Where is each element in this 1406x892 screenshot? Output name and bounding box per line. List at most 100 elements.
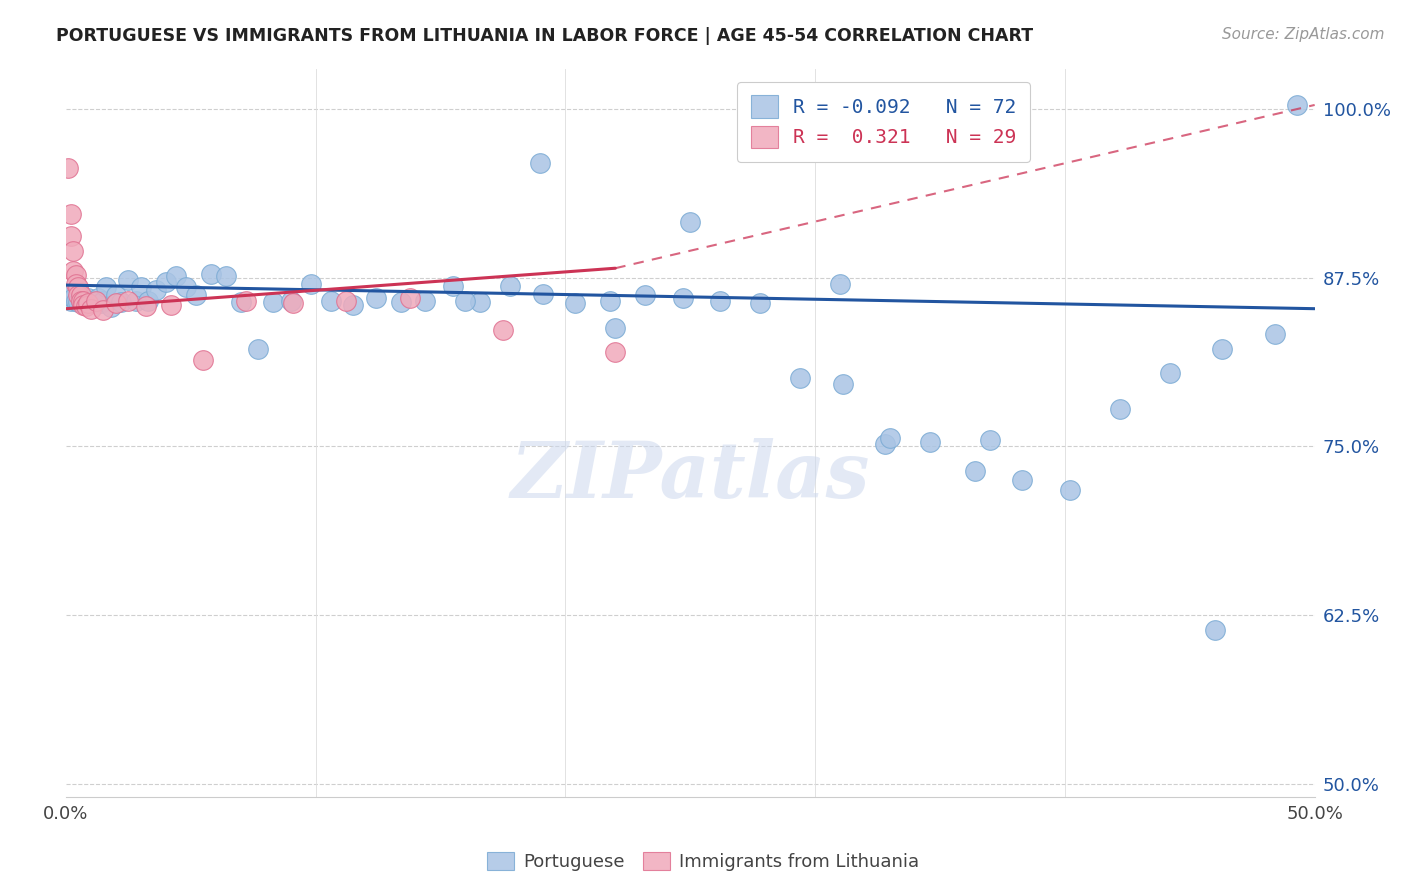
Point bbox=[69, 291, 91, 305]
Point bbox=[155, 275, 177, 289]
Point bbox=[84, 293, 107, 308]
Point bbox=[470, 295, 492, 310]
Point bbox=[492, 323, 515, 337]
Point bbox=[69, 293, 91, 308]
Point bbox=[564, 296, 586, 310]
Point bbox=[174, 280, 197, 294]
Point bbox=[281, 296, 304, 310]
Point bbox=[165, 269, 187, 284]
Point bbox=[117, 273, 139, 287]
Point bbox=[135, 299, 157, 313]
Point bbox=[65, 293, 87, 308]
Point bbox=[184, 288, 207, 302]
Point bbox=[87, 291, 110, 305]
Point bbox=[110, 295, 132, 310]
Point bbox=[59, 293, 82, 308]
Point bbox=[1264, 327, 1286, 342]
Text: Source: ZipAtlas.com: Source: ZipAtlas.com bbox=[1222, 27, 1385, 42]
Point bbox=[67, 288, 90, 302]
Point bbox=[67, 295, 90, 310]
Point bbox=[62, 264, 84, 278]
Point bbox=[1211, 342, 1233, 356]
Point bbox=[75, 295, 97, 310]
Point bbox=[634, 288, 657, 302]
Point bbox=[672, 291, 695, 305]
Point bbox=[77, 296, 100, 310]
Point bbox=[59, 228, 82, 243]
Point bbox=[159, 298, 181, 312]
Point bbox=[529, 156, 551, 170]
Point bbox=[77, 291, 100, 305]
Point bbox=[441, 278, 464, 293]
Point bbox=[65, 277, 87, 292]
Point bbox=[299, 277, 322, 292]
Point bbox=[145, 283, 167, 297]
Point bbox=[1204, 623, 1226, 637]
Point bbox=[91, 303, 114, 318]
Point bbox=[90, 296, 112, 310]
Legend: Portuguese, Immigrants from Lithuania: Portuguese, Immigrants from Lithuania bbox=[479, 845, 927, 879]
Point bbox=[364, 291, 387, 305]
Point bbox=[605, 344, 627, 359]
Point bbox=[104, 288, 127, 302]
Point bbox=[72, 293, 94, 308]
Point bbox=[454, 293, 477, 308]
Point bbox=[200, 267, 222, 281]
Text: ZIPatlas: ZIPatlas bbox=[510, 438, 870, 515]
Point bbox=[91, 293, 114, 308]
Point bbox=[1108, 401, 1130, 416]
Point bbox=[963, 464, 986, 478]
Point bbox=[193, 353, 215, 368]
Point bbox=[247, 342, 270, 356]
Point bbox=[58, 288, 80, 302]
Point bbox=[125, 293, 148, 308]
Point bbox=[1011, 473, 1033, 487]
Point bbox=[749, 296, 772, 310]
Point bbox=[229, 295, 252, 310]
Point bbox=[979, 433, 1001, 447]
Point bbox=[69, 293, 91, 308]
Point bbox=[342, 298, 364, 312]
Text: PORTUGUESE VS IMMIGRANTS FROM LITHUANIA IN LABOR FORCE | AGE 45-54 CORRELATION C: PORTUGUESE VS IMMIGRANTS FROM LITHUANIA … bbox=[56, 27, 1033, 45]
Point bbox=[72, 296, 94, 310]
Point bbox=[918, 435, 941, 450]
Point bbox=[1286, 98, 1309, 112]
Point bbox=[789, 370, 811, 384]
Point bbox=[1059, 483, 1081, 497]
Point bbox=[599, 293, 621, 308]
Point bbox=[873, 436, 896, 450]
Point bbox=[136, 293, 159, 308]
Point bbox=[84, 293, 107, 308]
Point bbox=[399, 291, 422, 305]
Point bbox=[235, 293, 257, 308]
Point bbox=[531, 286, 554, 301]
Point bbox=[80, 293, 103, 308]
Point bbox=[499, 278, 522, 293]
Point bbox=[831, 377, 853, 392]
Point bbox=[605, 320, 627, 334]
Point bbox=[117, 293, 139, 308]
Point bbox=[214, 269, 236, 284]
Point bbox=[262, 295, 284, 310]
Point bbox=[80, 301, 103, 316]
Point bbox=[709, 293, 731, 308]
Point bbox=[280, 293, 302, 308]
Point bbox=[72, 291, 94, 305]
Legend: R = -0.092   N = 72, R =  0.321   N = 29: R = -0.092 N = 72, R = 0.321 N = 29 bbox=[737, 82, 1031, 161]
Point bbox=[62, 244, 84, 258]
Point bbox=[415, 293, 437, 308]
Point bbox=[75, 299, 97, 313]
Point bbox=[879, 431, 901, 445]
Point bbox=[679, 215, 702, 229]
Point bbox=[94, 280, 117, 294]
Point bbox=[59, 207, 82, 221]
Point bbox=[65, 268, 87, 282]
Point bbox=[58, 161, 80, 176]
Point bbox=[69, 288, 91, 302]
Point bbox=[82, 296, 104, 310]
Point bbox=[830, 277, 852, 292]
Point bbox=[104, 296, 127, 310]
Point bbox=[319, 293, 342, 308]
Point bbox=[67, 280, 90, 294]
Point bbox=[389, 295, 412, 310]
